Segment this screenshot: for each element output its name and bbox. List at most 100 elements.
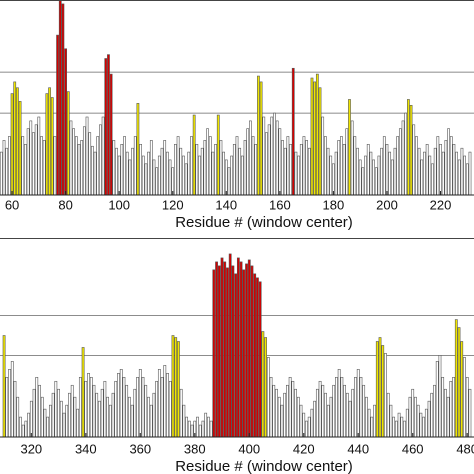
bar <box>372 159 375 195</box>
bar <box>454 319 458 437</box>
bar <box>119 369 123 437</box>
bar <box>240 155 244 195</box>
bar <box>209 420 213 437</box>
bar <box>365 396 368 437</box>
bar <box>262 116 266 195</box>
bar <box>356 369 360 437</box>
bar <box>307 416 311 437</box>
bar <box>57 388 60 437</box>
bar <box>231 265 235 437</box>
bar <box>203 140 207 195</box>
bar <box>204 412 208 437</box>
bar <box>155 380 159 437</box>
bar <box>408 396 412 437</box>
bar <box>289 144 292 195</box>
bar <box>291 67 295 195</box>
bar <box>433 147 437 195</box>
bar <box>246 128 250 195</box>
bar <box>264 337 267 437</box>
bar <box>345 392 349 437</box>
bar <box>441 151 445 195</box>
bar <box>307 147 311 195</box>
bar <box>422 416 425 437</box>
bar <box>84 380 88 437</box>
bar <box>343 384 346 437</box>
bar <box>254 144 258 195</box>
bar <box>269 376 273 437</box>
bar <box>460 341 464 437</box>
bar <box>305 140 308 195</box>
bar <box>294 151 298 195</box>
bar <box>125 151 129 195</box>
bar <box>104 58 108 195</box>
bar <box>463 357 466 437</box>
bar <box>256 277 259 437</box>
bar <box>8 136 11 195</box>
bar <box>315 388 319 437</box>
bar <box>350 120 354 195</box>
bar <box>223 261 227 437</box>
bar <box>299 144 303 195</box>
bar <box>27 412 30 437</box>
bar <box>0 151 3 195</box>
bar <box>257 75 260 195</box>
bar <box>389 404 393 437</box>
bar <box>149 404 153 437</box>
bar <box>100 388 104 437</box>
x-tick-label: 380 <box>184 441 206 456</box>
bar <box>324 392 327 437</box>
bar <box>358 159 362 195</box>
bar <box>281 140 284 195</box>
bar <box>130 404 134 437</box>
bar <box>10 93 14 195</box>
bar <box>179 388 183 437</box>
x-tick-label: 200 <box>376 197 398 212</box>
bar <box>65 404 69 437</box>
bar <box>10 361 14 437</box>
bar <box>337 140 341 195</box>
bar <box>438 355 442 437</box>
bar <box>56 34 59 195</box>
bar <box>447 128 450 195</box>
plot-area <box>0 0 474 195</box>
bar <box>449 380 453 437</box>
bar <box>305 420 308 437</box>
bar <box>278 128 282 195</box>
x-tick-label: 60 <box>5 197 19 212</box>
bar <box>131 147 134 195</box>
bar <box>321 384 325 437</box>
bar <box>72 128 76 195</box>
bar <box>24 144 27 195</box>
bar <box>396 136 400 195</box>
bar <box>332 163 335 195</box>
bar <box>111 392 115 437</box>
x-tick-label: 120 <box>162 197 184 212</box>
bar <box>286 136 290 195</box>
bar <box>393 147 397 195</box>
bar <box>321 116 325 195</box>
bar <box>232 144 236 195</box>
bar <box>405 408 409 437</box>
bar <box>35 376 39 437</box>
bar <box>345 128 349 195</box>
bar <box>54 380 58 437</box>
bar <box>430 392 434 437</box>
bar <box>353 136 357 195</box>
bar <box>370 416 374 437</box>
bar <box>294 388 297 437</box>
bar <box>128 159 132 195</box>
bar <box>249 120 252 195</box>
bar <box>400 416 404 437</box>
bar <box>431 163 434 195</box>
bar <box>160 147 164 195</box>
bar <box>171 167 175 195</box>
bar <box>144 163 148 195</box>
bar <box>460 147 464 195</box>
bar <box>425 144 429 195</box>
bar <box>227 167 231 195</box>
bar <box>147 396 150 437</box>
x-tick-label: 440 <box>347 441 369 456</box>
bar <box>87 373 90 437</box>
